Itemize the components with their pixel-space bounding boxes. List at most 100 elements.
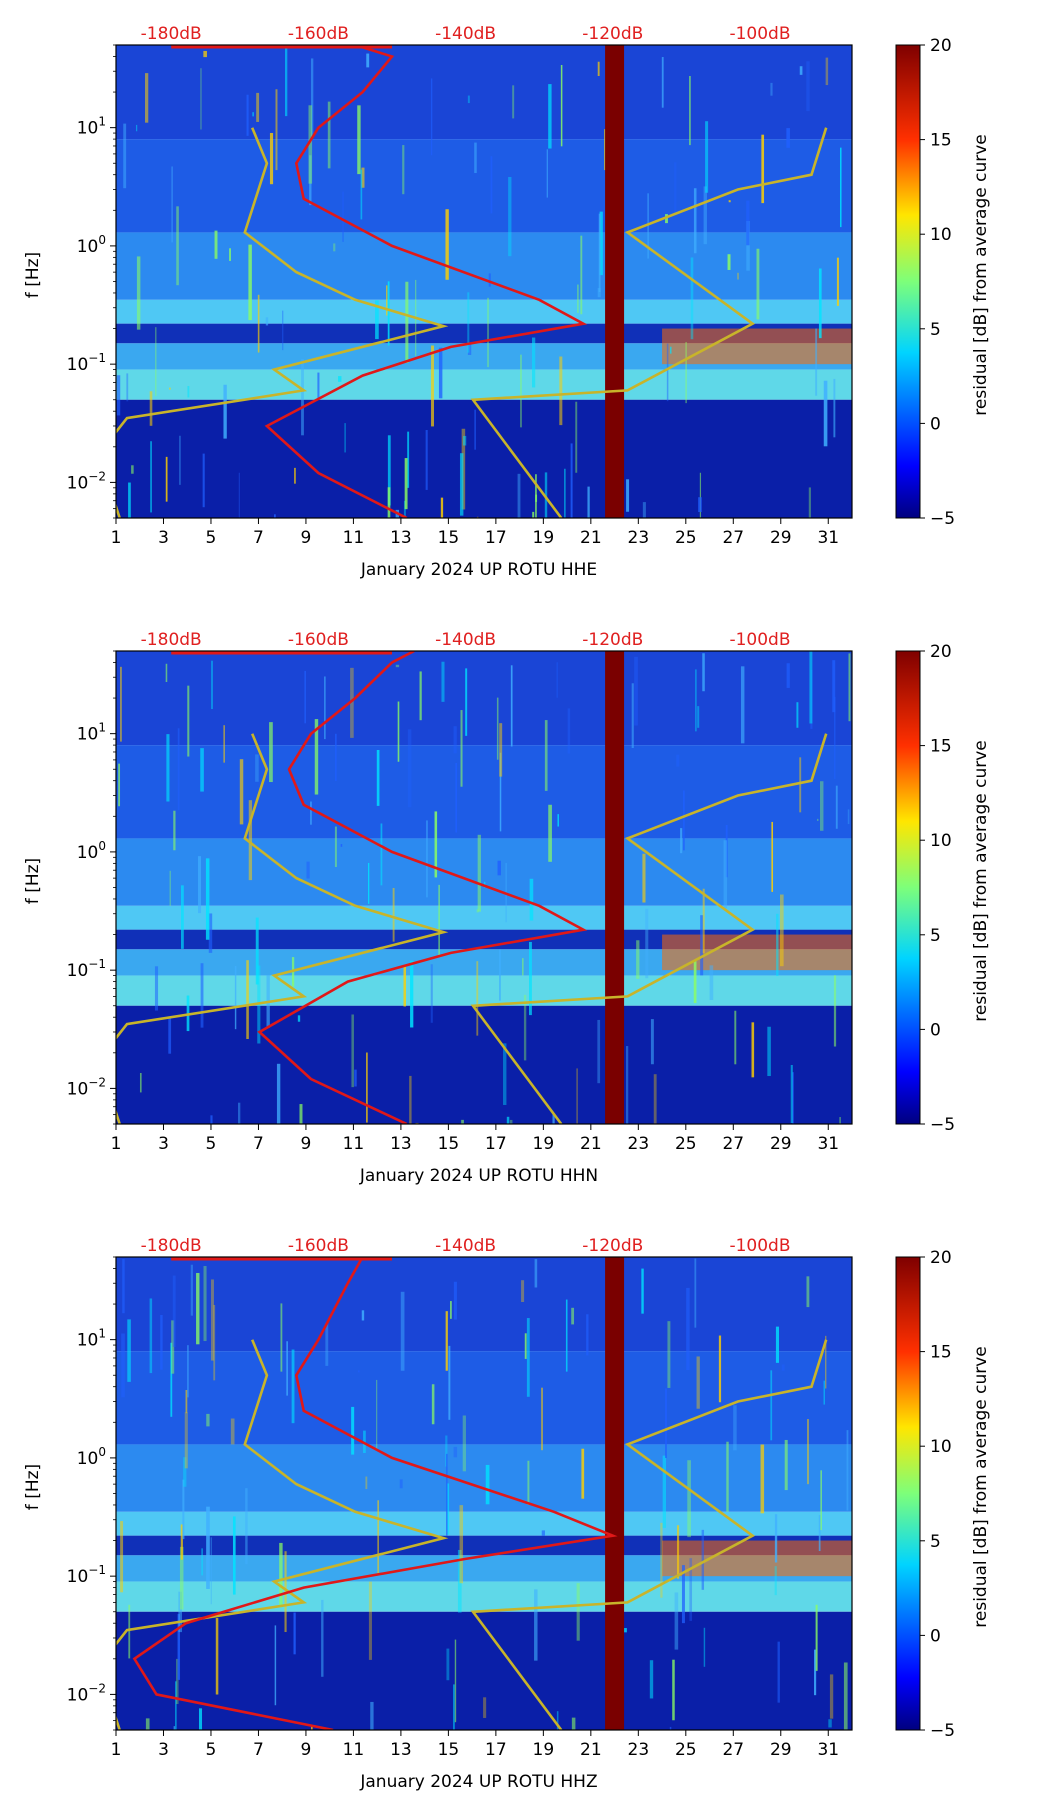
spectrogram-streak xyxy=(310,58,314,138)
spectrogram-streak xyxy=(474,142,477,174)
spectrogram-streak xyxy=(776,913,779,977)
data-gap-stripe xyxy=(605,45,625,518)
spectrogram-streak xyxy=(818,1515,821,1552)
colorbar-tick-label: 20 xyxy=(930,36,952,56)
spectrogram-streak xyxy=(532,511,535,518)
spectrogram-streak xyxy=(565,1299,568,1372)
spectrogram-streak xyxy=(534,1259,538,1288)
y-tick-label: 10−2 xyxy=(67,1075,106,1099)
spectrogram-streak xyxy=(182,1479,185,1540)
spectrogram-streak xyxy=(453,1684,455,1730)
x-tick-label: 7 xyxy=(253,1740,264,1760)
colorbar xyxy=(895,1256,921,1731)
spectrogram-streak xyxy=(430,964,433,1023)
x-tick-label: 13 xyxy=(390,1740,412,1760)
spectrogram-band xyxy=(116,1511,852,1536)
spectrogram-streak xyxy=(308,105,313,184)
x-tick-label: 23 xyxy=(628,528,650,548)
spectrogram-streak xyxy=(350,667,354,738)
x-tick-label: 9 xyxy=(301,528,312,548)
spectrogram-streak xyxy=(333,243,336,252)
spectrogram-streak xyxy=(499,949,501,1001)
spectrogram-streak xyxy=(397,701,400,762)
spectrogram-streak xyxy=(548,804,552,862)
spectrogram-streak xyxy=(587,486,590,518)
spectrogram-streak xyxy=(380,823,383,886)
y-axis-label: f [Hz] xyxy=(23,252,43,298)
spectrogram-streak xyxy=(205,858,210,940)
spectrogram-streak xyxy=(386,285,388,316)
spectrogram-streak xyxy=(703,1627,706,1667)
spectrogram-streak xyxy=(169,387,171,390)
spectrogram-streak xyxy=(203,50,207,58)
spectrogram-streak xyxy=(510,665,513,747)
spectrogram-streak xyxy=(257,294,260,353)
spectrogram-streak xyxy=(282,310,284,351)
spectrogram-streak xyxy=(819,781,824,831)
spectrogram-streak xyxy=(806,61,810,112)
colorbar-tick-label: −5 xyxy=(930,509,955,529)
spectrogram-streak xyxy=(781,1364,785,1371)
spectrogram-streak xyxy=(828,1719,832,1728)
spectrogram-streak xyxy=(118,763,121,807)
spectrogram-streak xyxy=(145,1718,150,1730)
spectrogram-streak xyxy=(234,966,237,1030)
spectrogram-streak xyxy=(751,1022,755,1078)
colorbar xyxy=(895,650,921,1125)
x-tick-label: 15 xyxy=(438,1740,460,1760)
spectrogram-streak xyxy=(532,337,536,388)
spectrogram-streak xyxy=(683,790,685,851)
spectrogram-streak xyxy=(461,428,466,510)
spectrogram-streak xyxy=(171,166,174,243)
spectrogram-streak xyxy=(317,372,320,399)
spectrogram-streak xyxy=(441,661,445,702)
spectrogram-streak xyxy=(497,860,501,876)
spectrogram-streak xyxy=(474,409,476,450)
spectrogram-streak xyxy=(597,288,601,298)
spectrogram-streak xyxy=(165,663,168,683)
spectrogram-streak xyxy=(642,853,646,903)
spectrogram-streak xyxy=(173,810,176,851)
spectrogram-streak xyxy=(685,341,687,404)
spectrogram-streak xyxy=(368,1581,372,1660)
spectrogram-streak xyxy=(790,1064,793,1124)
spectrogram-streak xyxy=(702,653,705,692)
spectrogram-streak xyxy=(541,1530,545,1536)
x-tick-label: 13 xyxy=(390,528,412,548)
spectrogram-streak xyxy=(239,759,244,825)
spectrogram-streak xyxy=(202,453,205,508)
x-tick-label: 29 xyxy=(770,528,792,548)
spectrogram-streak xyxy=(116,375,121,416)
colorbar-tick-label: 0 xyxy=(930,1626,941,1646)
spectrogram-streak xyxy=(786,128,790,148)
spectrogram-band xyxy=(116,369,852,400)
spectrogram-streak xyxy=(402,145,405,195)
spectrogram-streak xyxy=(238,472,241,518)
x-tick-label: 23 xyxy=(628,1740,650,1760)
spectrogram-streak xyxy=(252,112,254,117)
panel-hhn: 1 3 5 7 9 11 13 15 17 19 21 23 25 27 29 3110−210−110010… xyxy=(23,630,991,1186)
spectrogram-streak xyxy=(823,380,828,447)
y-tick-label: 10−1 xyxy=(67,351,106,375)
spectrogram-streak xyxy=(169,870,171,906)
spectrogram-streak xyxy=(661,57,664,108)
db-axis-label: -140dB xyxy=(435,24,496,44)
spectrogram-streak xyxy=(689,1558,693,1621)
spectrogram-streak xyxy=(403,965,407,1007)
spectrogram-streak xyxy=(823,1380,825,1405)
spectrogram-streak xyxy=(334,826,337,867)
x-tick-label: 29 xyxy=(770,1134,792,1154)
spectrogram-streak xyxy=(666,343,669,402)
spectrogram-streak xyxy=(775,1326,780,1363)
colorbar-tick-label: −5 xyxy=(930,1115,955,1135)
x-tick-label: 7 xyxy=(253,1134,264,1154)
spectrogram-streak xyxy=(357,105,361,175)
db-axis-label: -180dB xyxy=(141,1236,202,1256)
spectrogram-band xyxy=(116,1005,852,1124)
spectrogram-streak xyxy=(770,82,773,96)
spectrogram-streak xyxy=(734,1010,737,1065)
spectrogram-streak xyxy=(297,1015,301,1022)
spectrogram-streak xyxy=(344,423,346,453)
spectrogram-streak xyxy=(445,1435,448,1467)
x-tick-label: 27 xyxy=(722,1740,744,1760)
